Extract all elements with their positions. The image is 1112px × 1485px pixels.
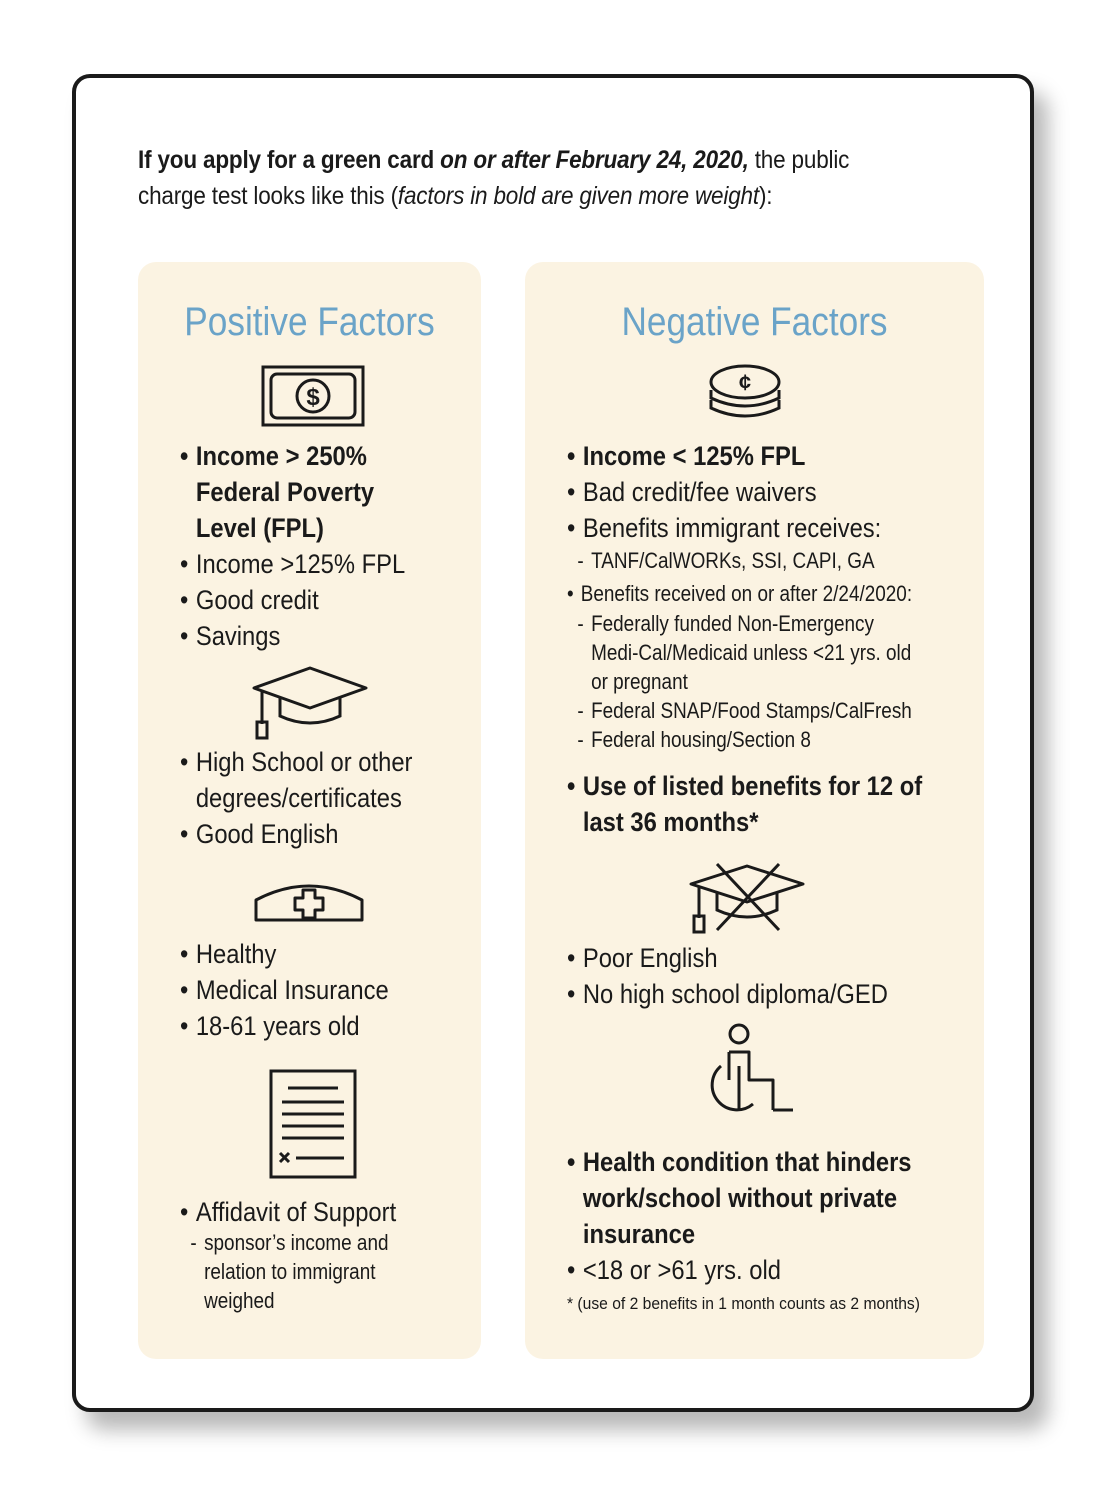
crossed-graduation-cap-icon bbox=[689, 862, 805, 934]
sub-line: Medi-Cal/Medicaid unless <21 yrs. old bbox=[591, 640, 912, 665]
sub-line: Federal housing/Section 8 bbox=[591, 727, 811, 752]
item-line: Level (FPL) bbox=[195, 513, 324, 543]
negative-factors-title: Negative Factors bbox=[621, 300, 888, 344]
negative-list-1: Income < 125% FPL Bad credit/fee waivers… bbox=[567, 438, 971, 840]
negative-list-2: Poor English No high school diploma/GED bbox=[567, 940, 932, 1012]
intro-date: on or after February 24, 2020, bbox=[440, 146, 749, 174]
coin-symbol: ¢ bbox=[739, 370, 751, 395]
list-item: Medical Insurance bbox=[180, 972, 389, 1008]
sub-line: relation to immigrant bbox=[204, 1259, 376, 1284]
positive-factors-panel: Positive Factors $ Income > 250% Federal … bbox=[138, 262, 481, 1359]
item-line: last 36 months* bbox=[582, 807, 759, 837]
item-line: Federal Poverty bbox=[195, 477, 375, 507]
sub-line: or pregnant bbox=[591, 669, 688, 694]
list-item: Income < 125% FPL bbox=[567, 438, 922, 474]
list-item: High School or other degrees/certificates bbox=[180, 744, 412, 816]
list-item: <18 or >61 yrs. old bbox=[567, 1252, 912, 1288]
list-item: 18-61 years old bbox=[180, 1008, 389, 1044]
list-item: Affidavit of Support bbox=[180, 1194, 396, 1230]
list-item: Benefits received on or after 2/24/2020: bbox=[567, 579, 914, 609]
footnote: * (use of 2 benefits in 1 month counts a… bbox=[567, 1294, 920, 1313]
item-line: Health condition that hinders bbox=[582, 1147, 912, 1177]
item-line: degrees/certificates bbox=[195, 783, 402, 813]
list-item: Income >125% FPL bbox=[180, 546, 405, 582]
svg-text:$: $ bbox=[306, 384, 320, 411]
intro-bold: If you apply for a green card bbox=[138, 146, 441, 174]
list-item: Poor English bbox=[567, 940, 888, 976]
sub-line: TANF/CalWORKs, SSI, CAPI, GA bbox=[591, 548, 875, 573]
public-charge-card: If you apply for a green card on or afte… bbox=[72, 74, 1034, 1412]
graduation-cap-icon bbox=[252, 666, 368, 740]
positive-list-2: High School or other degrees/certificates… bbox=[180, 744, 444, 852]
negative-factors-panel: Negative Factors ¢ Income < 125% FPL Bad… bbox=[525, 262, 984, 1359]
list-item: No high school diploma/GED bbox=[567, 976, 888, 1012]
list-item: Bad credit/fee waivers bbox=[567, 474, 922, 510]
list-item: Benefits immigrant receives: bbox=[567, 510, 922, 546]
list-item: Income > 250% Federal Poverty Level (FPL) bbox=[180, 438, 405, 546]
item-line: Income > 250% bbox=[195, 441, 367, 471]
intro-italic: factors in bold are given more weight bbox=[397, 182, 759, 210]
item-line: Use of listed benefits for 12 of bbox=[582, 771, 923, 801]
dollar-bill-icon: $ bbox=[261, 365, 365, 427]
nurse-cap-icon bbox=[254, 884, 364, 922]
sub-line: Federally funded Non-Emergency bbox=[591, 611, 874, 636]
intro-text: If you apply for a green card on or afte… bbox=[138, 142, 894, 214]
wheelchair-icon bbox=[710, 1023, 793, 1112]
list-item: Healthy bbox=[180, 936, 389, 972]
item-line: work/school without private bbox=[582, 1183, 898, 1213]
list-item: Good credit bbox=[180, 582, 405, 618]
item-line: insurance bbox=[582, 1219, 696, 1249]
sub-item: - Federal SNAP/Food Stamps/CalFresh bbox=[577, 698, 912, 723]
list-item: Savings bbox=[180, 618, 405, 654]
negative-list-3: Health condition that hinders work/school… bbox=[567, 1144, 959, 1288]
intro-end: ): bbox=[758, 182, 773, 210]
item-line: High School or other bbox=[195, 747, 413, 777]
positive-list-3: Healthy Medical Insurance 18-61 years ol… bbox=[180, 936, 417, 1044]
coins-icon: ¢ bbox=[709, 364, 781, 418]
document-icon bbox=[269, 1069, 357, 1179]
positive-list-4: Affidavit of Support -sponsor’s income a… bbox=[180, 1194, 426, 1315]
sub-item: - TANF/CalWORKs, SSI, CAPI, GA bbox=[577, 548, 875, 573]
sub-line: weighed bbox=[204, 1288, 275, 1313]
list-item: Health condition that hinders work/school… bbox=[567, 1144, 912, 1252]
list-item: Use of listed benefits for 12 of last 36 … bbox=[567, 768, 922, 840]
sub-line: Federal SNAP/Food Stamps/CalFresh bbox=[591, 698, 912, 723]
positive-factors-title: Positive Factors bbox=[184, 300, 435, 344]
sub-item: - Federal housing/Section 8 bbox=[577, 727, 811, 752]
sub-item: - sponsor’s income and relation to immigra… bbox=[190, 1230, 389, 1313]
list-item: Good English bbox=[180, 816, 412, 852]
sub-item: - Federally funded Non-Emergency Medi-Cal/… bbox=[577, 611, 912, 694]
intro-plain: the public charge test looks like this ( bbox=[138, 146, 850, 210]
sub-line: sponsor’s income and bbox=[204, 1230, 389, 1255]
